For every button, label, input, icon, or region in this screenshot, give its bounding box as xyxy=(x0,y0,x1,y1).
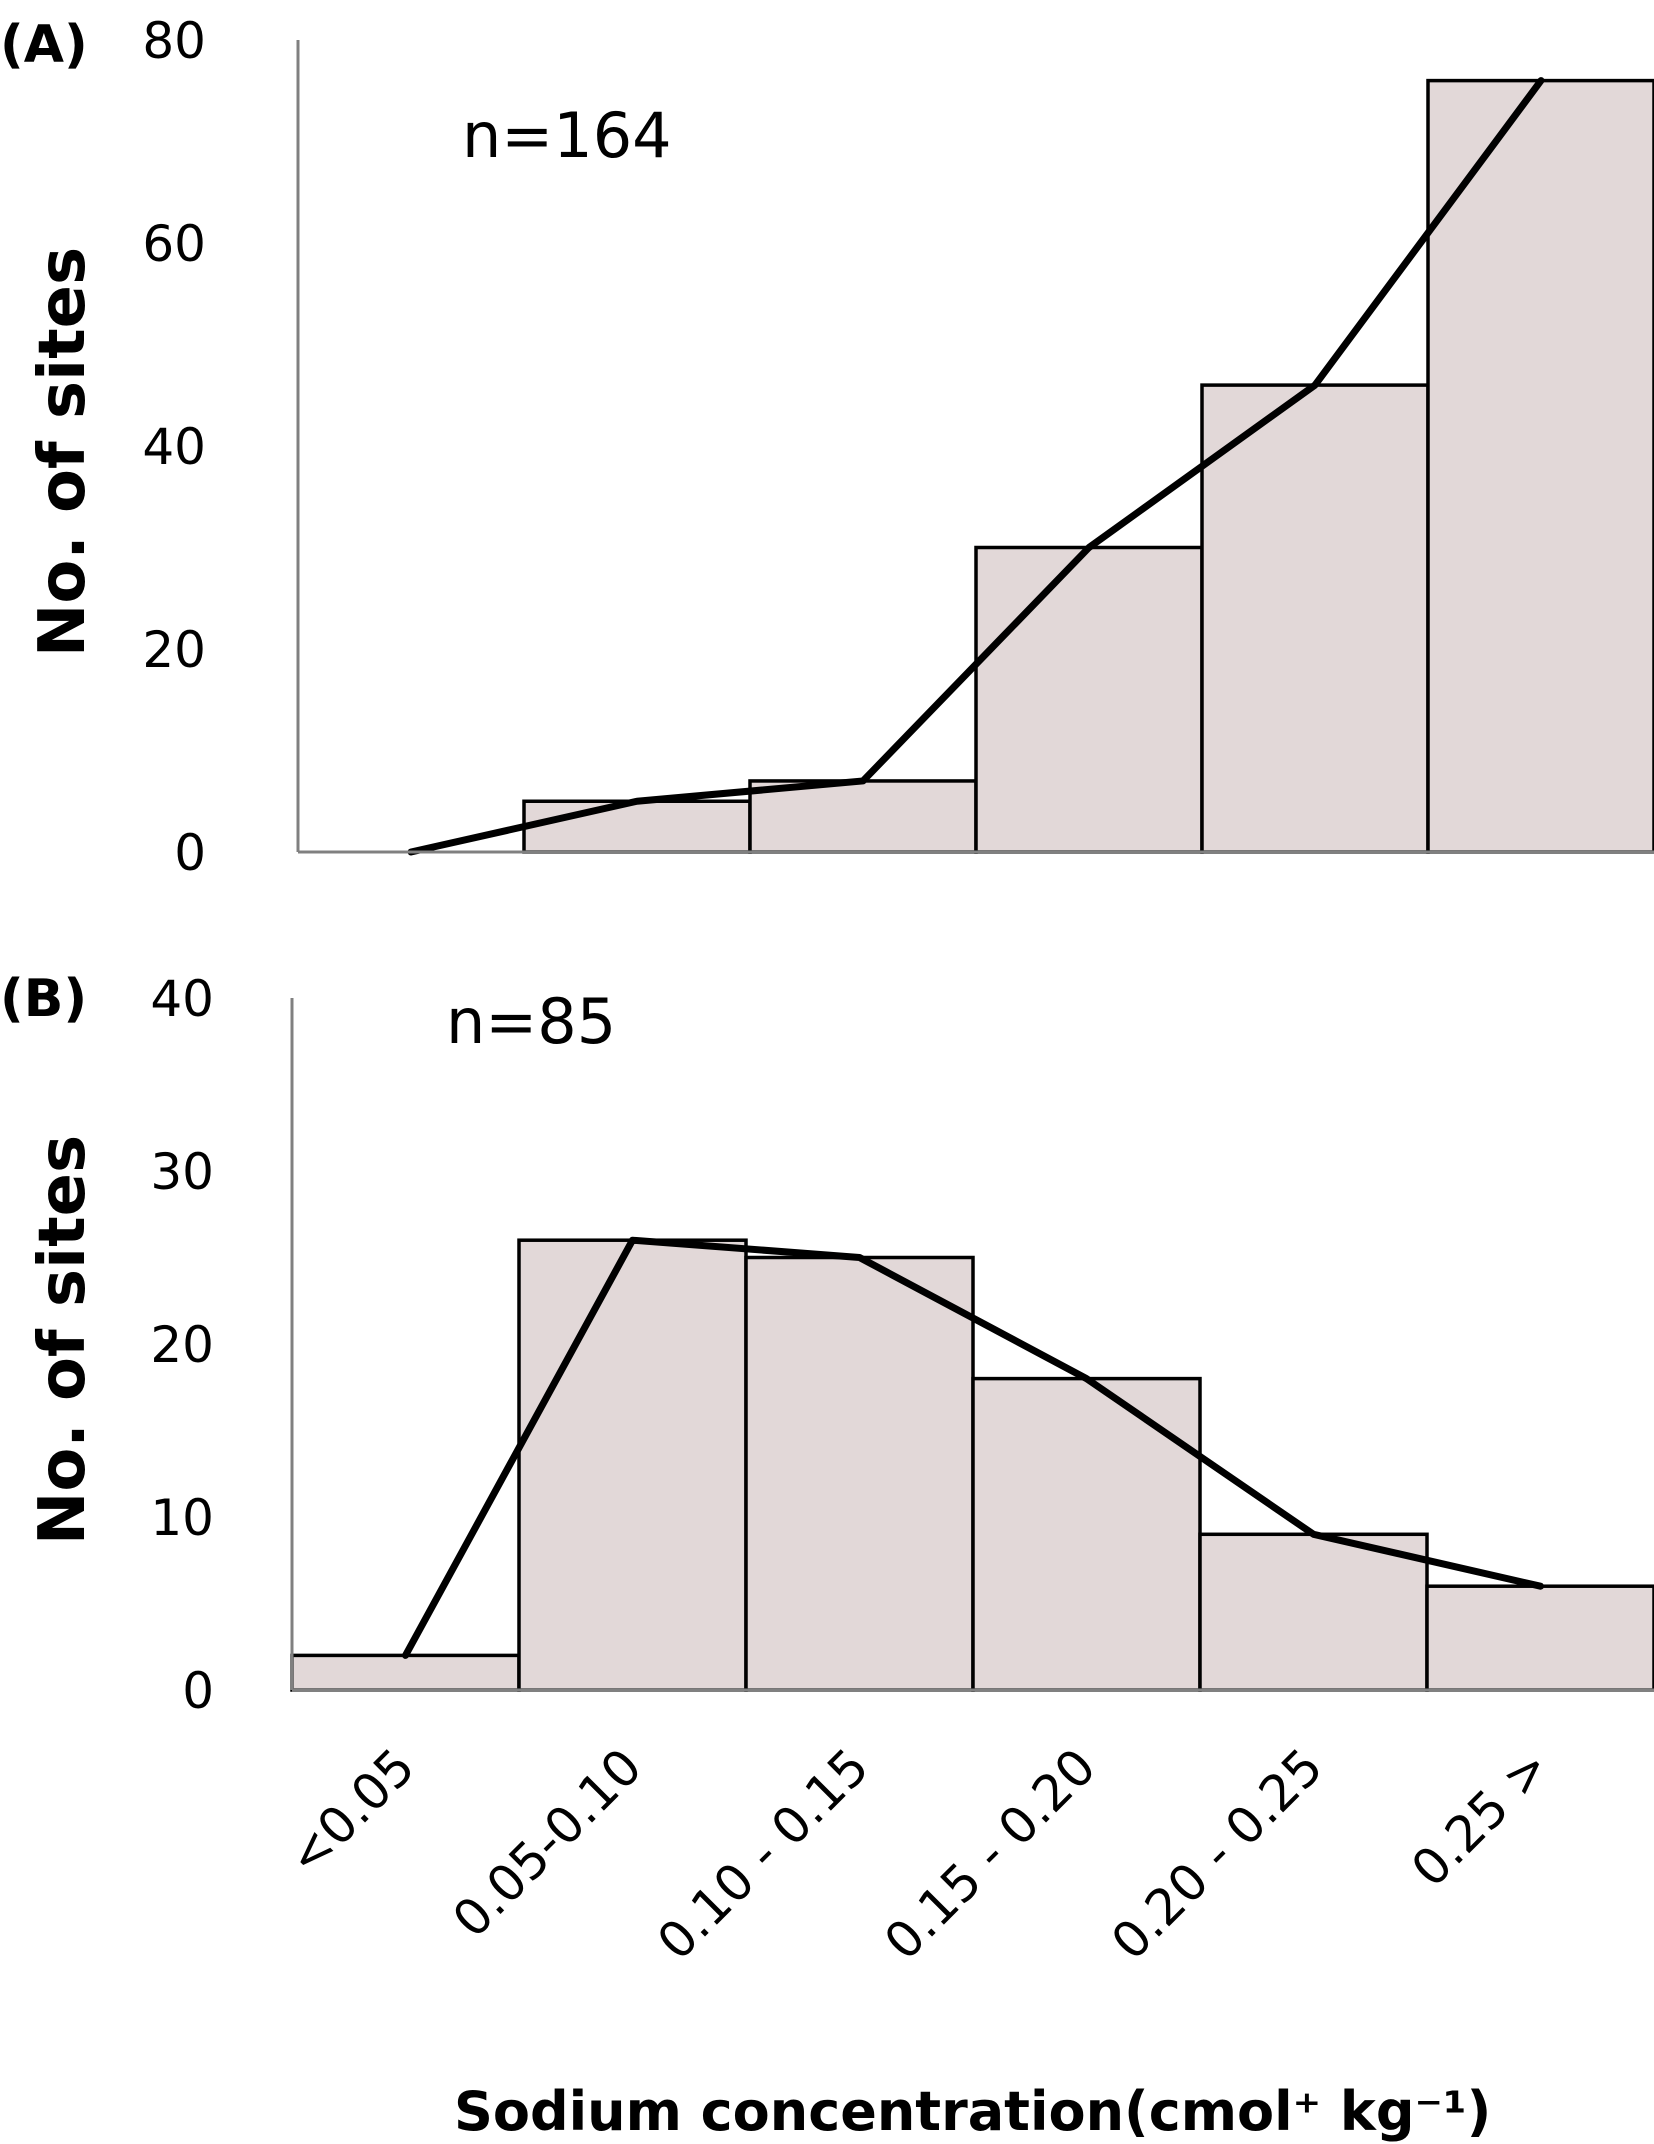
bar-5 xyxy=(1200,383,1430,854)
panel-a-y-axis-title: No. of sites xyxy=(26,247,100,657)
panel-b-y-ticks: 0 10 20 30 40 xyxy=(150,970,214,1720)
panel-b-sample-size: n=85 xyxy=(446,985,616,1058)
panel-b-trend-line xyxy=(402,1236,1544,1659)
x-tick-label: 0.25 > xyxy=(1400,1737,1561,1898)
y-tick-label: 60 xyxy=(142,215,206,273)
bar-3 xyxy=(744,1255,975,1692)
y-tick-label: 0 xyxy=(182,1662,214,1720)
bar-4 xyxy=(971,1376,1202,1692)
bar-1 xyxy=(290,1653,521,1692)
bar-5 xyxy=(1198,1532,1429,1692)
bar-3 xyxy=(748,779,978,854)
panel-a-bars xyxy=(522,78,1654,854)
panel-a-sample-size: n=164 xyxy=(462,99,672,172)
bar-4 xyxy=(974,545,1204,854)
x-tick-label: <0.05 xyxy=(277,1737,426,1886)
panel-b-bars xyxy=(290,1238,1654,1692)
y-tick-label: 20 xyxy=(142,621,206,679)
y-tick-label: 40 xyxy=(150,970,214,1028)
y-tick-label: 10 xyxy=(150,1489,214,1547)
panel-b: (B) No. of sites n=85 0 10 20 30 40 <0.05 0.0… xyxy=(0,969,1654,1971)
panel-a: (A) No. of sites n=164 0 20 40 60 80 xyxy=(0,12,1654,882)
bar-2 xyxy=(517,1238,748,1692)
bar-6 xyxy=(1426,78,1654,854)
x-axis-title: Sodium concentration(cmol⁺ kg⁻¹) xyxy=(454,2080,1491,2143)
panel-a-label: (A) xyxy=(0,15,88,75)
bar-2 xyxy=(522,799,752,854)
bar-6 xyxy=(1425,1584,1654,1692)
y-tick-label: 0 xyxy=(174,824,206,882)
y-tick-label: 80 xyxy=(142,12,206,70)
y-tick-label: 30 xyxy=(150,1143,214,1201)
x-tick-label: 0.10 - 0.15 xyxy=(646,1737,880,1971)
panel-a-trend-line xyxy=(407,77,1545,856)
panel-b-y-axis-title: No. of sites xyxy=(26,1135,100,1545)
panel-b-x-ticks: <0.05 0.05-0.100.10 - 0.150.15 - 0.200.20… xyxy=(277,1737,1561,1971)
panel-a-y-ticks: 0 20 40 60 80 xyxy=(142,12,206,882)
x-tick-label: 0.15 - 0.20 xyxy=(873,1737,1107,1971)
x-tick-label: 0.20 - 0.25 xyxy=(1100,1737,1334,1971)
panel-b-label: (B) xyxy=(0,969,87,1029)
y-tick-label: 40 xyxy=(142,418,206,476)
x-tick-label: 0.05-0.10 xyxy=(442,1737,653,1948)
y-tick-label: 20 xyxy=(150,1316,214,1374)
